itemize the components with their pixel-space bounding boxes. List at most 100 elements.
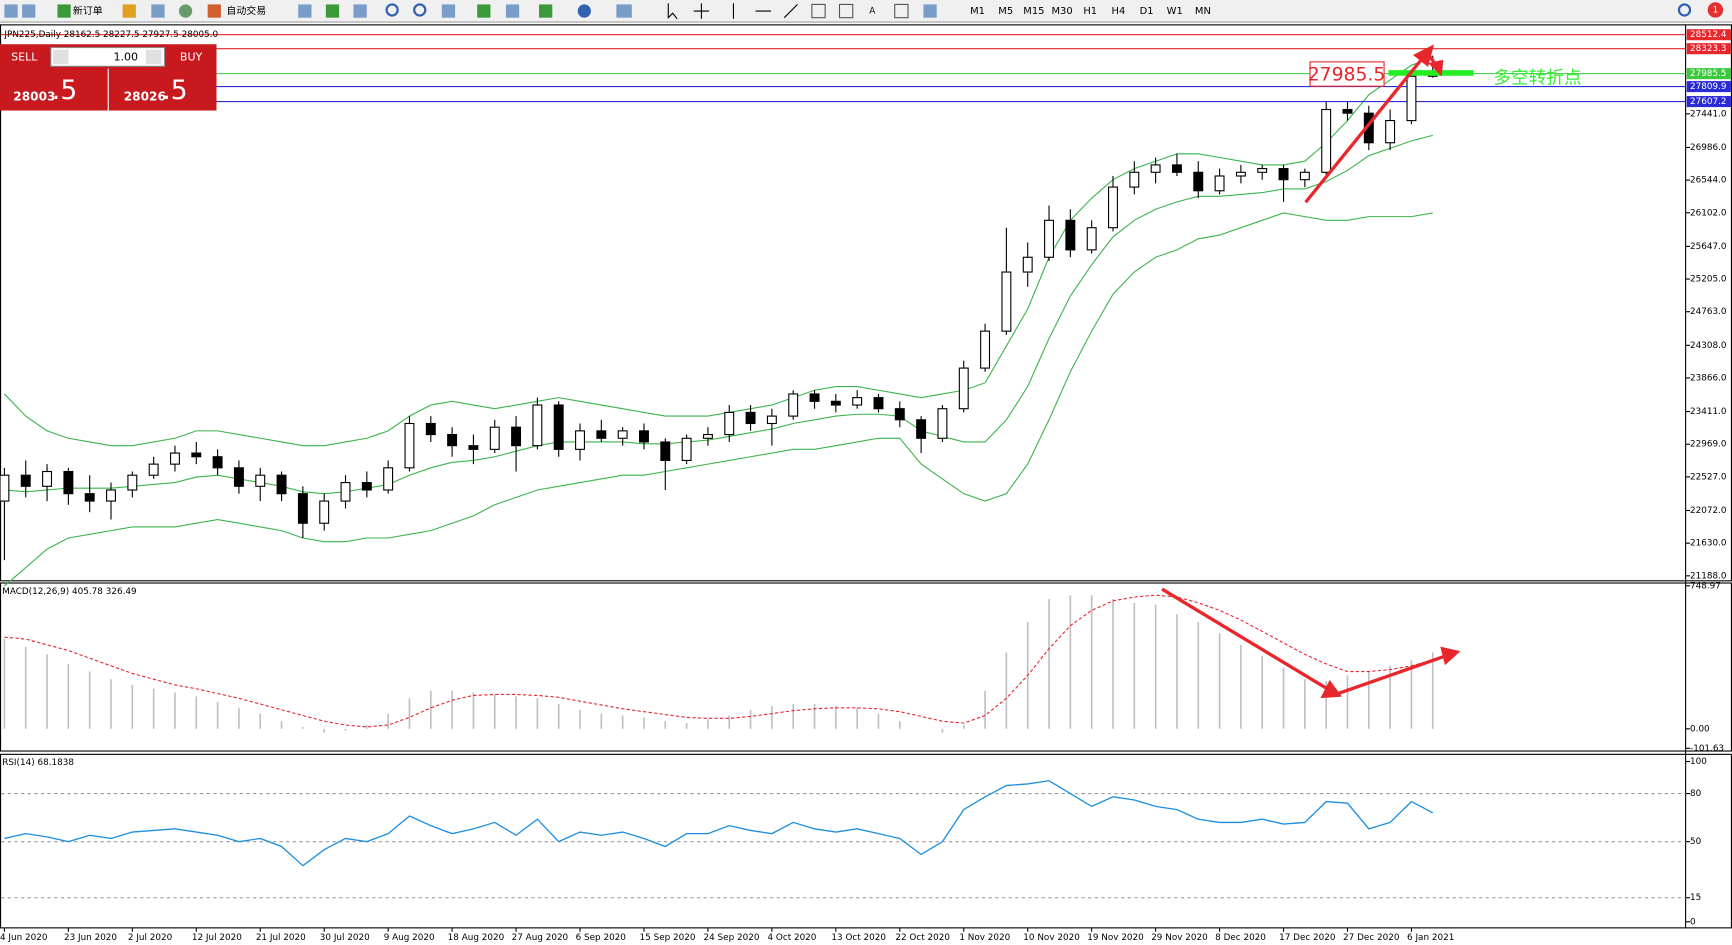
icon[interactable]: [838, 3, 854, 19]
icon[interactable]: [693, 3, 710, 19]
timeframe-button[interactable]: MN: [1195, 6, 1211, 17]
new-order-button[interactable]: 新订单: [73, 4, 103, 17]
candle-body: [1171, 164, 1182, 173]
arrow: [1304, 54, 1427, 204]
lot-field[interactable]: [50, 46, 166, 67]
rsi-panel-border: [0, 753, 1732, 929]
annotation-price: 27985.5: [1308, 65, 1386, 86]
icon[interactable]: [178, 4, 193, 18]
candle-body: [1406, 75, 1417, 122]
price-tag: [1686, 96, 1731, 108]
candle-body: [617, 430, 628, 439]
search-icon[interactable]: [1677, 3, 1692, 17]
icon[interactable]: [385, 3, 399, 17]
y-tick-label: 27441.0: [1690, 109, 1727, 119]
x-tick-label: 15 Sep 2020: [640, 933, 696, 943]
arrow-head: [1320, 679, 1342, 699]
icon[interactable]: [616, 4, 632, 18]
candle-body: [1299, 171, 1310, 181]
candle-body: [340, 482, 351, 502]
icon[interactable]: [22, 4, 36, 18]
icon[interactable]: [325, 4, 340, 18]
toolbar: [0, 0, 1732, 23]
icon[interactable]: [539, 4, 553, 18]
candle-body: [1193, 171, 1204, 192]
icon[interactable]: [577, 4, 591, 18]
icon[interactable]: [477, 4, 491, 18]
candle-body: [1044, 219, 1055, 258]
timeframe-button[interactable]: H4: [1112, 6, 1126, 17]
buy-button[interactable]: BUY: [180, 50, 203, 63]
y-tick-label: 25647.0: [1690, 242, 1727, 252]
y-tick-label: 748.97: [1690, 581, 1721, 591]
sell-price[interactable]: 28003: [13, 90, 55, 104]
timeframe-button[interactable]: M30: [1051, 6, 1072, 17]
y-tick-label: 0.00: [1690, 724, 1710, 734]
x-tick-label: 17 Dec 2020: [1279, 933, 1336, 943]
icon[interactable]: [894, 3, 909, 19]
candle-body: [681, 437, 692, 461]
candle-body: [1278, 168, 1289, 181]
icon[interactable]: [4, 4, 18, 18]
candle-body: [20, 474, 31, 487]
buy-price[interactable]: 28026: [124, 90, 166, 104]
icon[interactable]: [413, 3, 427, 17]
x-tick-label: 23 Jun 2020: [64, 933, 117, 943]
icon[interactable]: [122, 4, 136, 18]
candle-body: [404, 422, 415, 469]
auto-trading-button[interactable]: 自动交易: [226, 4, 266, 17]
timeframe-button[interactable]: M1: [970, 6, 985, 17]
candle-body: [1065, 219, 1076, 251]
candle-body: [1385, 120, 1396, 144]
timeframe-button[interactable]: W1: [1167, 6, 1183, 17]
icon[interactable]: [732, 3, 798, 19]
candle-body: [809, 393, 820, 402]
candle-body: [852, 397, 863, 406]
buy-price-frac[interactable]: .5: [162, 75, 187, 106]
price-tag-label: 28323.3: [1690, 44, 1727, 54]
candle-body: [297, 493, 308, 524]
arrow: [1161, 587, 1330, 692]
candle-body: [894, 408, 905, 421]
notification-badge[interactable]: [1707, 2, 1724, 18]
icon[interactable]: [207, 4, 221, 18]
icon[interactable]: [57, 4, 71, 18]
timeframe-button[interactable]: D1: [1140, 6, 1154, 17]
candle-body: [958, 367, 969, 410]
icon[interactable]: [151, 4, 165, 18]
candle-body: [766, 415, 777, 425]
price-tag-label: 27985.5: [1690, 69, 1727, 79]
icon[interactable]: [441, 4, 456, 18]
sell-price-frac[interactable]: .5: [52, 75, 77, 106]
price-tag: [1686, 68, 1731, 80]
x-tick-label: 13 Oct 2020: [831, 933, 886, 943]
icon[interactable]: [667, 3, 678, 20]
notification-count: 1: [1713, 5, 1719, 15]
icon[interactable]: [923, 4, 937, 18]
rsi-line: [4, 780, 1434, 867]
x-tick-label: 27 Dec 2020: [1343, 933, 1400, 943]
timeframe-button[interactable]: H1: [1083, 6, 1097, 17]
icon[interactable]: [298, 4, 312, 18]
candle-body: [511, 426, 522, 447]
icon[interactable]: A: [869, 7, 875, 17]
annotation-box: [1309, 61, 1385, 87]
candle-body: [1129, 171, 1140, 188]
macd-signal: [4, 594, 1433, 728]
icon[interactable]: [353, 4, 367, 18]
y-tick-label: 26102.0: [1690, 208, 1727, 218]
lot-down[interactable]: [53, 49, 69, 65]
icon[interactable]: [505, 4, 520, 18]
timeframe-button[interactable]: M15: [1023, 6, 1044, 17]
y-tick-label: 24308.0: [1690, 341, 1727, 351]
lot-up[interactable]: [145, 49, 162, 65]
x-tick-label: 22 Oct 2020: [895, 933, 950, 943]
lot-value[interactable]: 1.00: [114, 50, 139, 63]
sell-button[interactable]: SELL: [11, 50, 38, 63]
timeframe-button[interactable]: M5: [998, 6, 1013, 17]
y-tick-label: 100: [1690, 757, 1707, 767]
macd-panel-border: [0, 582, 1732, 752]
y-tick-label: 23866.0: [1690, 373, 1727, 383]
icon[interactable]: [811, 3, 826, 19]
